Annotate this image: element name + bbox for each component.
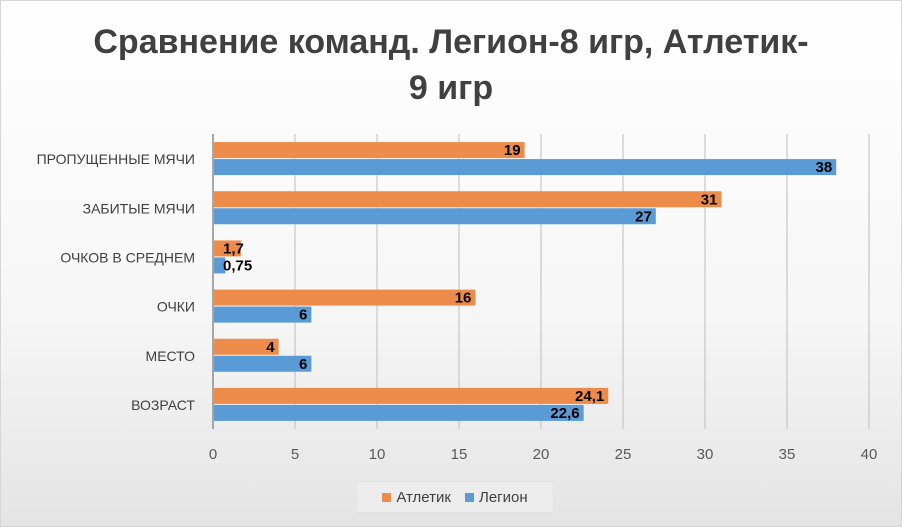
chart-title-line-2: 9 игр: [408, 69, 494, 107]
x-tick-label: 20: [533, 446, 550, 463]
data-label: 19: [504, 142, 521, 159]
data-label: 38: [816, 159, 833, 176]
x-tick-label: 40: [861, 446, 878, 463]
legend-label-atletik: Атлетик: [396, 488, 451, 506]
bar: [214, 306, 312, 323]
x-tick-label: 15: [451, 446, 468, 463]
data-label: 6: [299, 356, 307, 373]
bar: [214, 289, 476, 306]
x-tick-label: 0: [209, 446, 217, 463]
x-tick-label: 10: [369, 446, 386, 463]
data-label: 0,75: [223, 257, 252, 274]
data-label: 16: [455, 290, 472, 307]
data-label: 27: [635, 208, 652, 225]
bar: [214, 338, 279, 355]
x-tick-label: 35: [779, 446, 796, 463]
category-label: ОЧКОВ В СРЕДНЕМ: [60, 249, 195, 265]
legend-label-legion: Легион: [478, 488, 528, 506]
bar: [214, 208, 656, 225]
data-label: 4: [266, 339, 275, 356]
bar: [214, 257, 226, 274]
data-label: 24,1: [575, 388, 604, 405]
data-label: 22,6: [550, 405, 579, 422]
chart-title-line-1: Сравнение команд. Легион-8 игр, Атлетик-: [93, 23, 809, 61]
bar: [214, 159, 837, 176]
x-tick-label: 5: [291, 446, 299, 463]
legend-swatch-atletik: [382, 492, 392, 502]
bar: [214, 404, 584, 421]
x-tick-label: 25: [615, 446, 632, 463]
data-label: 31: [701, 191, 718, 208]
legend-item-legion: Легион: [464, 488, 528, 506]
bar: [214, 191, 722, 208]
bar: [214, 240, 241, 257]
category-label: ОЧКИ: [157, 299, 195, 315]
bar: [214, 355, 312, 372]
category-label: МЕСТО: [146, 348, 196, 364]
legend-swatch-legion: [464, 492, 474, 502]
bar: [214, 387, 609, 404]
x-tick-label: 30: [697, 446, 714, 463]
category-label: ВОЗРАСТ: [131, 397, 195, 413]
chart-title: Сравнение команд. Легион-8 игр, Атлетик-…: [1, 19, 901, 111]
category-label: ПРОПУЩЕННЫЕ МЯЧИ: [37, 151, 195, 167]
legend-item-atletik: Атлетик: [382, 489, 451, 506]
bar: [214, 142, 525, 159]
data-label: 6: [299, 307, 307, 324]
data-label: 1,7: [223, 240, 244, 257]
category-label: ЗАБИТЫЕ МЯЧИ: [83, 200, 195, 216]
chart-legend: Атлетик Легион: [356, 481, 554, 513]
